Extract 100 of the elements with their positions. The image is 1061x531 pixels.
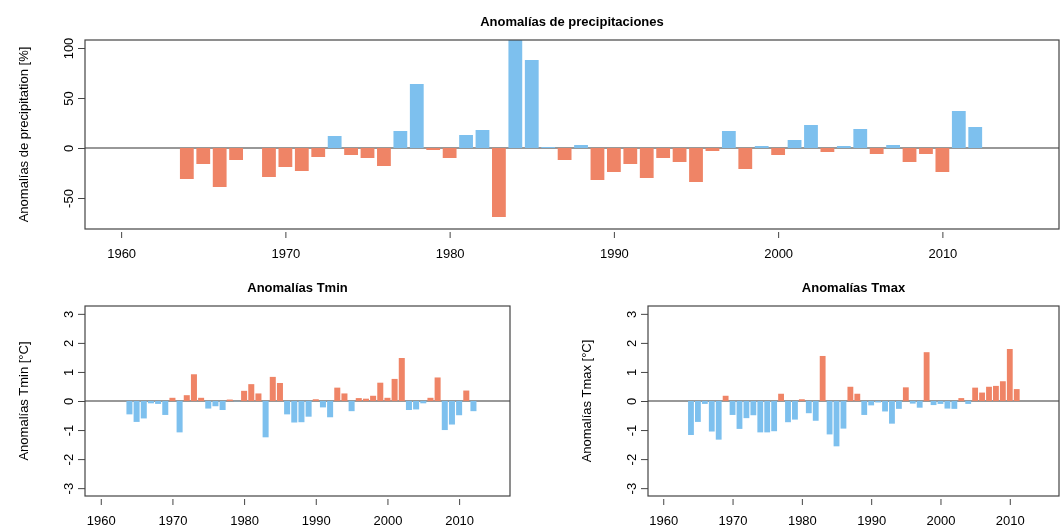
y-axis-title: Anomalías Tmin [°C] <box>15 341 31 461</box>
x-tick-label: 1970 <box>158 512 188 528</box>
bar <box>965 401 972 404</box>
bar <box>672 148 687 162</box>
bar <box>344 148 358 155</box>
x-tick-label: 1970 <box>271 245 301 261</box>
bar <box>951 111 966 148</box>
y-tick-label: 2 <box>60 339 76 348</box>
bar <box>278 148 293 167</box>
bar <box>606 148 621 172</box>
bar <box>656 148 671 158</box>
bar <box>377 148 391 166</box>
bar <box>434 377 441 401</box>
bar <box>459 135 473 148</box>
y-tick-label: 0 <box>60 397 76 406</box>
x-tick-label: 1980 <box>787 512 817 528</box>
bar <box>360 148 375 158</box>
bar <box>778 393 784 401</box>
y-tick-label: 0 <box>60 144 76 153</box>
bar <box>689 148 703 182</box>
x-tick-label: 2000 <box>764 245 794 261</box>
bar <box>787 140 802 148</box>
x-tick-label: 1960 <box>107 245 137 261</box>
y-tick-label: -1 <box>60 424 76 437</box>
chart-title: Anomalías Tmin <box>247 280 348 295</box>
x-tick-label: 1960 <box>649 512 679 528</box>
x-tick-label: 1990 <box>301 512 331 528</box>
bar <box>705 148 720 151</box>
x-tick-label: 1980 <box>435 245 465 261</box>
bar <box>393 131 408 148</box>
x-tick-label: 2010 <box>928 245 958 261</box>
bar <box>311 148 326 157</box>
y-tick-label: 50 <box>60 91 76 106</box>
bar <box>463 390 470 401</box>
x-tick-label: 1980 <box>230 512 260 528</box>
bar <box>294 148 309 171</box>
x-tick-label: 2000 <box>926 512 956 528</box>
x-tick-label: 2010 <box>445 512 475 528</box>
y-tick-label: 1 <box>623 368 639 377</box>
bar <box>176 401 183 433</box>
y-tick-label: -3 <box>623 482 639 495</box>
bar <box>902 148 917 162</box>
x-tick-label: 1990 <box>857 512 887 528</box>
chart-title: Anomalías Tmax <box>801 280 906 295</box>
bar <box>902 387 909 401</box>
bar <box>722 395 729 401</box>
x-tick-label: 1970 <box>718 512 748 528</box>
chart-title: Anomalías de precipitaciones <box>480 14 664 29</box>
bar <box>196 148 211 164</box>
y-tick-label: 0 <box>623 397 639 406</box>
bar <box>475 130 490 148</box>
bar <box>935 148 950 172</box>
y-tick-label: -2 <box>623 453 639 466</box>
bar <box>427 397 434 401</box>
bar <box>590 148 605 180</box>
y-tick-label: 2 <box>623 339 639 348</box>
bar <box>721 131 736 148</box>
y-tick-label: -3 <box>60 482 76 495</box>
y-tick-label: -2 <box>60 453 76 466</box>
bar <box>524 60 539 148</box>
bar <box>126 401 133 415</box>
bar <box>869 148 884 154</box>
y-axis-title: Anomalías de precipitation [%] <box>15 46 31 223</box>
bar <box>169 397 176 401</box>
bar <box>853 129 868 148</box>
bar <box>492 148 506 217</box>
y-tick-label: -1 <box>623 424 639 437</box>
y-axis-title: Anomalías Tmax [°C] <box>578 339 594 463</box>
bar <box>219 401 226 411</box>
x-tick-label: 2010 <box>995 512 1025 528</box>
bar <box>820 148 835 152</box>
bar <box>262 401 269 438</box>
bar <box>262 148 276 177</box>
bar <box>442 148 457 158</box>
bar <box>639 148 654 178</box>
bar <box>327 136 342 148</box>
x-tick-label: 1960 <box>86 512 116 528</box>
bar <box>574 145 588 148</box>
bar <box>819 355 826 401</box>
bar <box>886 145 901 148</box>
y-tick-label: 100 <box>60 37 76 60</box>
bar <box>409 84 424 148</box>
bar <box>623 148 638 164</box>
y-tick-label: 3 <box>623 310 639 318</box>
bar <box>212 148 227 187</box>
y-tick-label: 3 <box>60 310 76 318</box>
y-tick-label: 1 <box>60 368 76 377</box>
bar <box>229 148 244 160</box>
x-tick-label: 2000 <box>373 512 403 528</box>
bar <box>508 40 523 148</box>
bar <box>470 401 477 412</box>
bar <box>738 148 753 169</box>
bar <box>923 352 930 401</box>
y-tick-label: -50 <box>60 189 76 208</box>
bar <box>557 148 572 160</box>
bar <box>968 127 983 148</box>
x-tick-label: 1990 <box>599 245 629 261</box>
bar <box>348 401 355 412</box>
bar <box>919 148 933 154</box>
bar <box>958 398 965 401</box>
